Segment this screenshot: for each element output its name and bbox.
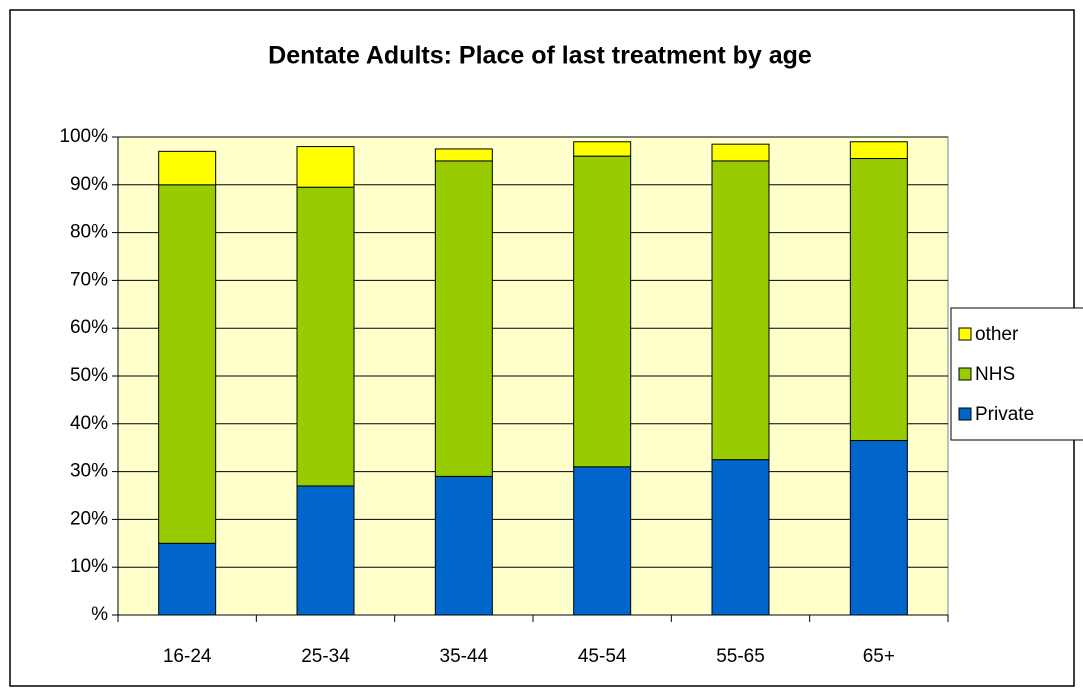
bar-segment bbox=[158, 150, 217, 186]
chart-title: Dentate Adults: Place of last treatment … bbox=[268, 42, 812, 70]
y-tick-label: 80% bbox=[70, 222, 108, 243]
x-tick-label: 35-44 bbox=[440, 646, 489, 667]
bar-segment bbox=[711, 143, 770, 162]
y-tick-label: 90% bbox=[70, 174, 108, 195]
legend-label: Private bbox=[975, 404, 1034, 425]
bar-segment bbox=[849, 440, 908, 616]
legend-swatch bbox=[958, 407, 972, 421]
y-tick-label: 70% bbox=[70, 269, 108, 290]
x-tick-label: 16-24 bbox=[163, 646, 212, 667]
bar-segment bbox=[296, 146, 355, 188]
y-tick-label: 20% bbox=[70, 508, 108, 529]
x-tick-label: 45-54 bbox=[578, 646, 627, 667]
y-tick-label: 60% bbox=[70, 317, 108, 338]
bar-segment bbox=[849, 141, 908, 160]
y-tick-label: 10% bbox=[70, 556, 108, 577]
x-tick-label: 55-65 bbox=[716, 646, 765, 667]
x-tick-label: 25-34 bbox=[301, 646, 350, 667]
bar-segment bbox=[573, 141, 632, 157]
bar-segment bbox=[158, 184, 217, 544]
bar-segment bbox=[296, 485, 355, 616]
bar-segment bbox=[849, 158, 908, 442]
y-tick-label: 50% bbox=[70, 365, 108, 386]
bar-segment bbox=[296, 186, 355, 487]
legend-label: NHS bbox=[975, 364, 1015, 385]
y-tick-label: % bbox=[91, 604, 108, 625]
legend-swatch bbox=[958, 327, 972, 341]
bar-segment bbox=[158, 542, 217, 616]
bar-segment bbox=[434, 475, 493, 616]
bar-segment bbox=[711, 459, 770, 616]
y-tick-label: 40% bbox=[70, 413, 108, 434]
bar-segment bbox=[711, 160, 770, 461]
bar-segment bbox=[573, 466, 632, 616]
legend-label: other bbox=[975, 324, 1019, 345]
legend-box bbox=[950, 307, 1083, 441]
x-tick-label: 65+ bbox=[863, 646, 895, 667]
y-tick-label: 30% bbox=[70, 461, 108, 482]
bar-segment bbox=[434, 160, 493, 477]
bar-segment bbox=[434, 148, 493, 162]
legend-swatch bbox=[958, 367, 972, 381]
bar-segment bbox=[573, 155, 632, 468]
y-tick-label: 100% bbox=[59, 126, 108, 147]
